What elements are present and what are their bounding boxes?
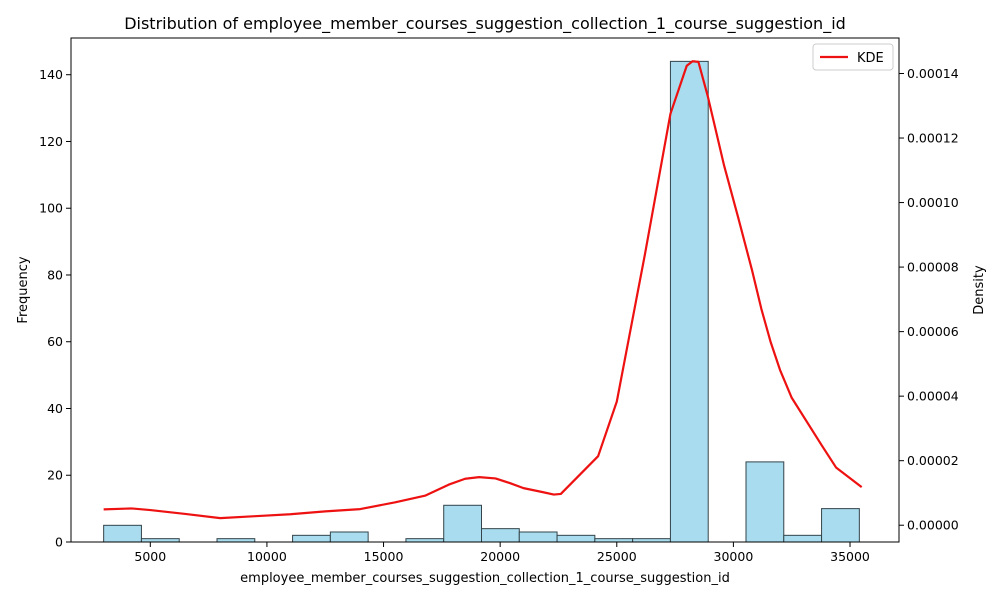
- histogram-bar: [292, 534, 331, 543]
- y2-tick-label: 0.00004: [907, 389, 959, 404]
- x-tick-label: 30000: [714, 549, 754, 564]
- y-tick-label: 20: [47, 468, 63, 483]
- y-tick-label: 80: [47, 267, 63, 282]
- y2-tick-label: 0.00014: [907, 66, 959, 81]
- x-tick-label: 35000: [830, 549, 870, 564]
- x-tick-label: 5000: [134, 549, 166, 564]
- histogram-bar: [518, 531, 558, 543]
- y-tick-label: 100: [39, 201, 63, 216]
- x-tick-label: 10000: [247, 549, 287, 564]
- histogram-bar: [103, 524, 142, 543]
- y-tick-label: 140: [39, 67, 63, 82]
- legend-kde-label: KDE: [857, 51, 884, 66]
- y-axis-title: Frequency: [16, 256, 31, 323]
- histogram-bar: [594, 538, 634, 543]
- y-tick-label: 40: [47, 401, 63, 416]
- y2-tick-label: 0.00008: [907, 260, 959, 275]
- kde-layer: [103, 60, 863, 520]
- y2-tick-label: 0.00002: [907, 453, 959, 468]
- histogram-bar: [745, 461, 785, 543]
- histogram-bar: [481, 528, 520, 543]
- chart-title: Distribution of employee_member_courses_…: [124, 14, 846, 34]
- x-axis-title: employee_member_courses_suggestion_colle…: [240, 571, 730, 586]
- x-axis: 5000 10000 15000 20000 25000 30000 35000: [134, 542, 870, 564]
- histogram-bar: [329, 531, 369, 543]
- histogram-bar: [556, 534, 596, 543]
- y2-axis-title: Density: [972, 265, 987, 315]
- x-tick-label: 15000: [364, 549, 404, 564]
- x-tick-label: 25000: [597, 549, 637, 564]
- y-tick-label: 60: [47, 334, 63, 349]
- x-tick-label: 20000: [480, 549, 520, 564]
- y-tick-label: 0: [55, 535, 63, 550]
- histogram-bars: [103, 60, 860, 543]
- histogram-bar: [216, 538, 256, 543]
- y2-tick-label: 0.00000: [907, 518, 959, 533]
- histogram-bar: [783, 534, 823, 543]
- y2-tick-label: 0.00006: [907, 324, 959, 339]
- histogram-bar: [669, 60, 709, 543]
- histogram-bar: [443, 504, 483, 543]
- y-axis-right: 0.00000 0.00002 0.00004 0.00006 0.00008 0.000…: [899, 66, 959, 533]
- y-axis-left: 0 20 40 60 80 100 120 140: [39, 67, 71, 550]
- y-tick-label: 120: [39, 134, 63, 149]
- histogram-bar: [140, 538, 180, 543]
- legend-box: [812, 43, 894, 71]
- y2-tick-label: 0.00010: [907, 195, 959, 210]
- histogram-bar: [405, 538, 445, 543]
- histogram-bar: [821, 508, 860, 543]
- kde-line: [103, 60, 863, 520]
- plot-frame: [70, 37, 900, 543]
- histogram-bar: [632, 538, 671, 543]
- y2-tick-label: 0.00012: [907, 131, 959, 146]
- legend: KDE: [812, 43, 894, 71]
